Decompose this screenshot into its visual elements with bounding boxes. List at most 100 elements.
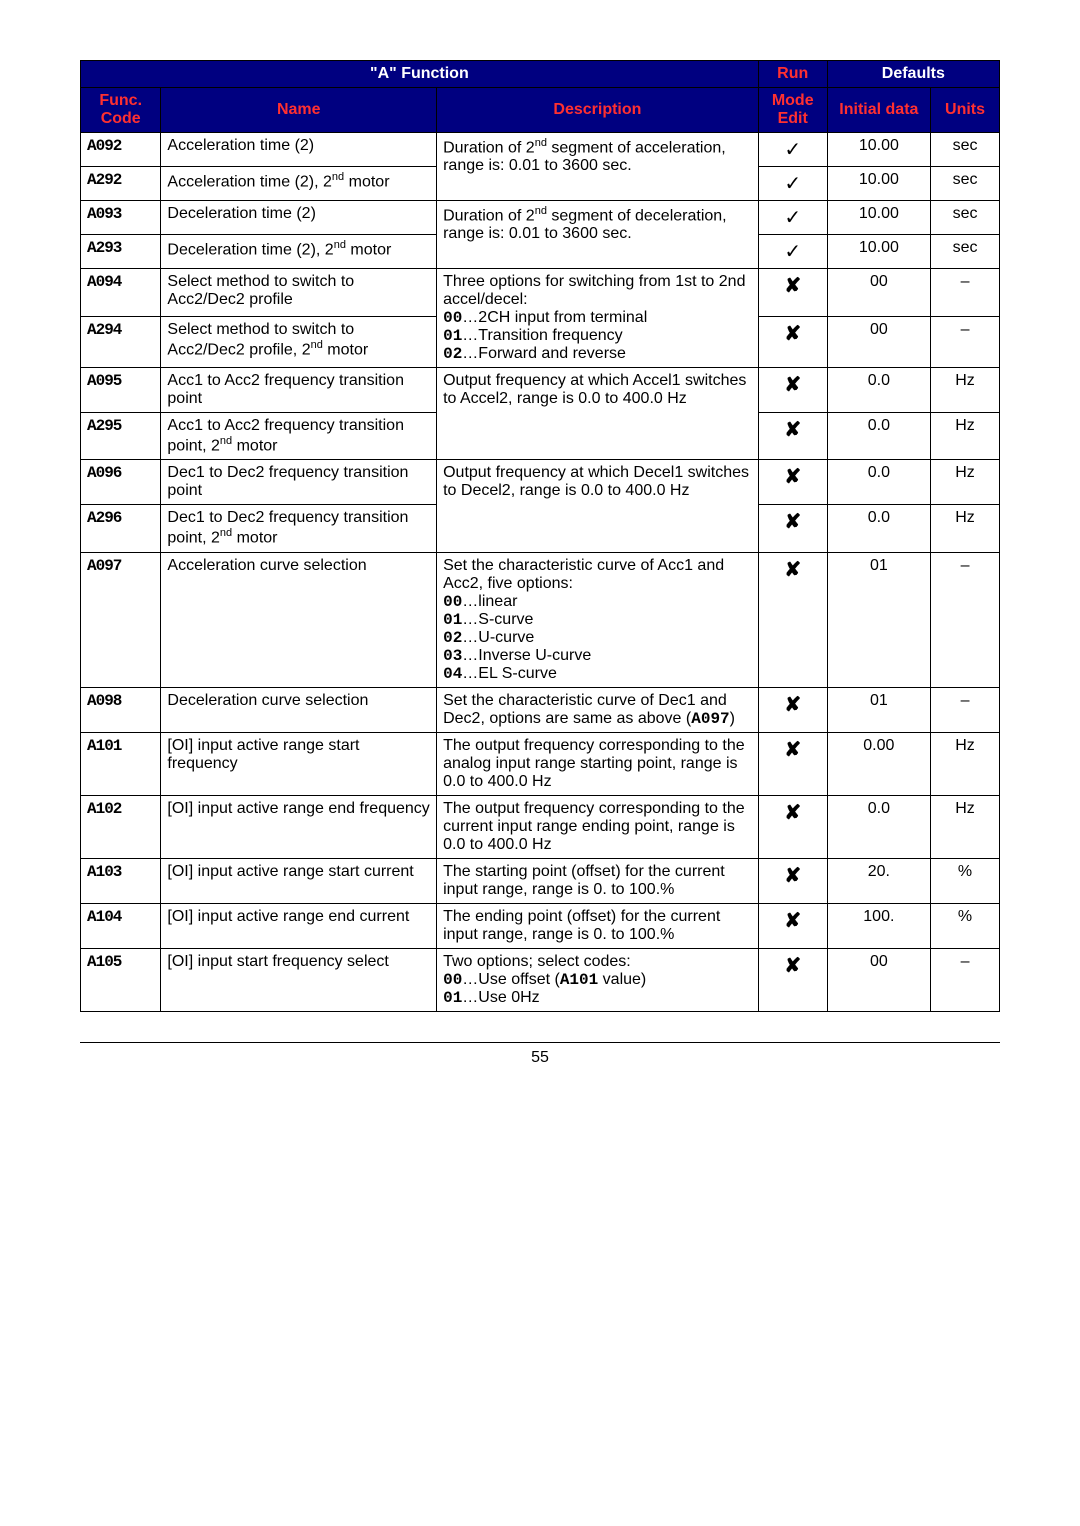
initial-data: 01 (827, 687, 930, 732)
initial-data: 0.0 (827, 368, 930, 413)
initial-data: 0.0 (827, 795, 930, 858)
initial-data: 01 (827, 552, 930, 687)
func-code: A293 (81, 235, 161, 269)
param-name: [OI] input active range end frequency (161, 795, 437, 858)
param-description: The output frequency corresponding to th… (437, 795, 759, 858)
table-row: A101[OI] input active range start freque… (81, 732, 1000, 795)
mode-edit: ✘ (758, 460, 827, 505)
initial-data: 10.00 (827, 235, 930, 269)
param-description: Set the characteristic curve of Dec1 and… (437, 687, 759, 732)
table-row: A094Select method to switch to Acc2/Dec2… (81, 269, 1000, 317)
header-run: Run (758, 61, 827, 88)
table-row: A095Acc1 to Acc2 frequency transition po… (81, 368, 1000, 413)
param-name: Deceleration time (2) (161, 201, 437, 235)
func-code: A104 (81, 903, 161, 948)
mode-edit: ✓ (758, 235, 827, 269)
func-code: A103 (81, 858, 161, 903)
initial-data: 0.00 (827, 732, 930, 795)
initial-data: 0.0 (827, 460, 930, 505)
units: – (931, 948, 1000, 1011)
initial-data: 00 (827, 269, 930, 317)
param-description: Three options for switching from 1st to … (437, 269, 759, 368)
mode-edit: ✘ (758, 858, 827, 903)
func-code: A096 (81, 460, 161, 505)
func-code: A098 (81, 687, 161, 732)
mode-edit: ✘ (758, 795, 827, 858)
table-row: A102[OI] input active range end frequenc… (81, 795, 1000, 858)
mode-edit: ✘ (758, 732, 827, 795)
units: Hz (931, 460, 1000, 505)
mode-edit: ✘ (758, 317, 827, 368)
units: sec (931, 201, 1000, 235)
mode-edit: ✘ (758, 552, 827, 687)
param-name: Acc1 to Acc2 frequency transition point (161, 368, 437, 413)
units: % (931, 903, 1000, 948)
param-name: Select method to switch to Acc2/Dec2 pro… (161, 317, 437, 368)
param-name: [OI] input active range start current (161, 858, 437, 903)
page-number: 55 (531, 1049, 549, 1066)
mode-edit: ✓ (758, 133, 827, 167)
param-description: The output frequency corresponding to th… (437, 732, 759, 795)
table-row: A105[OI] input start frequency selectTwo… (81, 948, 1000, 1011)
units: % (931, 858, 1000, 903)
units: – (931, 317, 1000, 368)
param-description: Duration of 2nd segment of acceleration,… (437, 133, 759, 201)
param-name: Dec1 to Dec2 frequency transition point (161, 460, 437, 505)
initial-data: 0.0 (827, 413, 930, 460)
param-name: [OI] input start frequency select (161, 948, 437, 1011)
initial-data: 100. (827, 903, 930, 948)
table-row: A103[OI] input active range start curren… (81, 858, 1000, 903)
initial-data: 10.00 (827, 167, 930, 201)
units: sec (931, 167, 1000, 201)
table-row: A096Dec1 to Dec2 frequency transition po… (81, 460, 1000, 505)
parameter-table: "A" Function Run Defaults Func. Code Nam… (80, 60, 1000, 1012)
mode-edit: ✘ (758, 413, 827, 460)
param-name: Dec1 to Dec2 frequency transition point,… (161, 505, 437, 552)
func-code: A094 (81, 269, 161, 317)
param-name: Select method to switch to Acc2/Dec2 pro… (161, 269, 437, 317)
func-code: A295 (81, 413, 161, 460)
table-row: A097Acceleration curve selectionSet the … (81, 552, 1000, 687)
header-group: "A" Function (81, 61, 759, 88)
param-description: Two options; select codes:00…Use offset … (437, 948, 759, 1011)
table-row: A104[OI] input active range end currentT… (81, 903, 1000, 948)
param-name: Acceleration time (2), 2nd motor (161, 167, 437, 201)
header-name: Name (161, 88, 437, 133)
param-description: Output frequency at which Accel1 switche… (437, 368, 759, 460)
table-row: A093Deceleration time (2)Duration of 2nd… (81, 201, 1000, 235)
param-name: Acc1 to Acc2 frequency transition point,… (161, 413, 437, 460)
initial-data: 00 (827, 948, 930, 1011)
func-code: A097 (81, 552, 161, 687)
header-desc: Description (437, 88, 759, 133)
units: Hz (931, 413, 1000, 460)
param-description: Set the characteristic curve of Acc1 and… (437, 552, 759, 687)
mode-edit: ✘ (758, 903, 827, 948)
mode-edit: ✘ (758, 368, 827, 413)
units: Hz (931, 505, 1000, 552)
units: Hz (931, 732, 1000, 795)
units: Hz (931, 368, 1000, 413)
mode-edit: ✓ (758, 167, 827, 201)
header-func-code: Func. Code (81, 88, 161, 133)
mode-edit: ✘ (758, 687, 827, 732)
units: – (931, 552, 1000, 687)
func-code: A101 (81, 732, 161, 795)
units: Hz (931, 795, 1000, 858)
initial-data: 20. (827, 858, 930, 903)
header-initial: Initial data (827, 88, 930, 133)
param-description: The ending point (offset) for the curren… (437, 903, 759, 948)
param-name: [OI] input active range end current (161, 903, 437, 948)
param-name: Deceleration curve selection (161, 687, 437, 732)
func-code: A105 (81, 948, 161, 1011)
header-defaults: Defaults (827, 61, 999, 88)
header-units: Units (931, 88, 1000, 133)
header-mode-edit: Mode Edit (758, 88, 827, 133)
units: sec (931, 133, 1000, 167)
param-description: The starting point (offset) for the curr… (437, 858, 759, 903)
param-description: Output frequency at which Decel1 switche… (437, 460, 759, 552)
units: – (931, 687, 1000, 732)
param-name: [OI] input active range start frequency (161, 732, 437, 795)
func-code: A092 (81, 133, 161, 167)
table-row: A098Deceleration curve selectionSet the … (81, 687, 1000, 732)
units: sec (931, 235, 1000, 269)
